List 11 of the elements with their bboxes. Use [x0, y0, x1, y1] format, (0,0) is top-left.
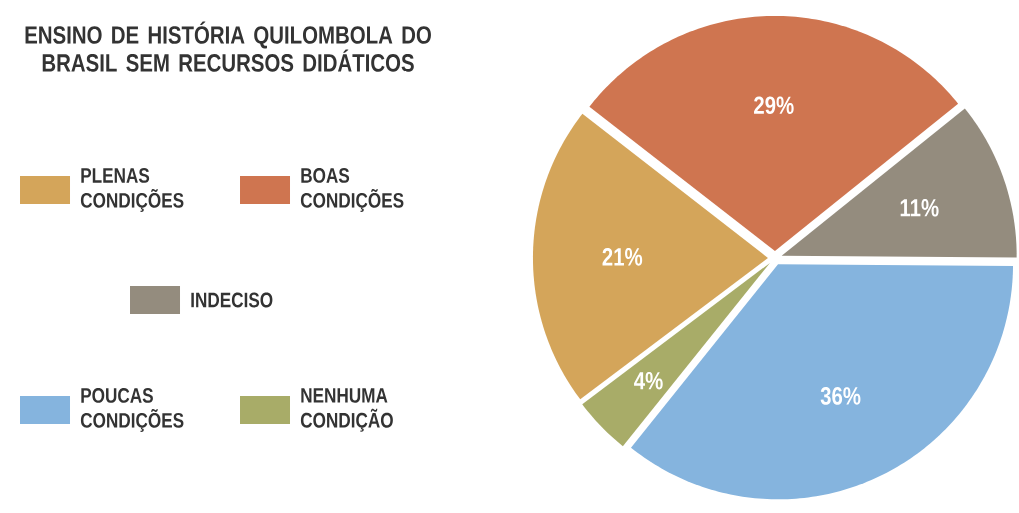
legend-label: POUCAS CONDIÇÕES [80, 388, 184, 432]
legend-label: NENHUMA CONDIÇÃO [300, 388, 393, 432]
data-label: 4% [634, 371, 663, 390]
data-label: 11% [900, 199, 939, 217]
text: ENSINO DE HISTÓRIA QUILOMBOLA DO BRASIL SEM RECURSOS DIDÁTICOS [25, 21, 431, 72]
data-label: 36% [820, 387, 861, 405]
legend-label: INDECISO [191, 292, 273, 308]
data-label: 21% [602, 248, 643, 266]
legend-label: BOAS CONDIÇÕES [300, 168, 404, 212]
legend-label: PLENAS CONDIÇÕES [80, 168, 184, 212]
data-label: 29% [754, 96, 794, 115]
